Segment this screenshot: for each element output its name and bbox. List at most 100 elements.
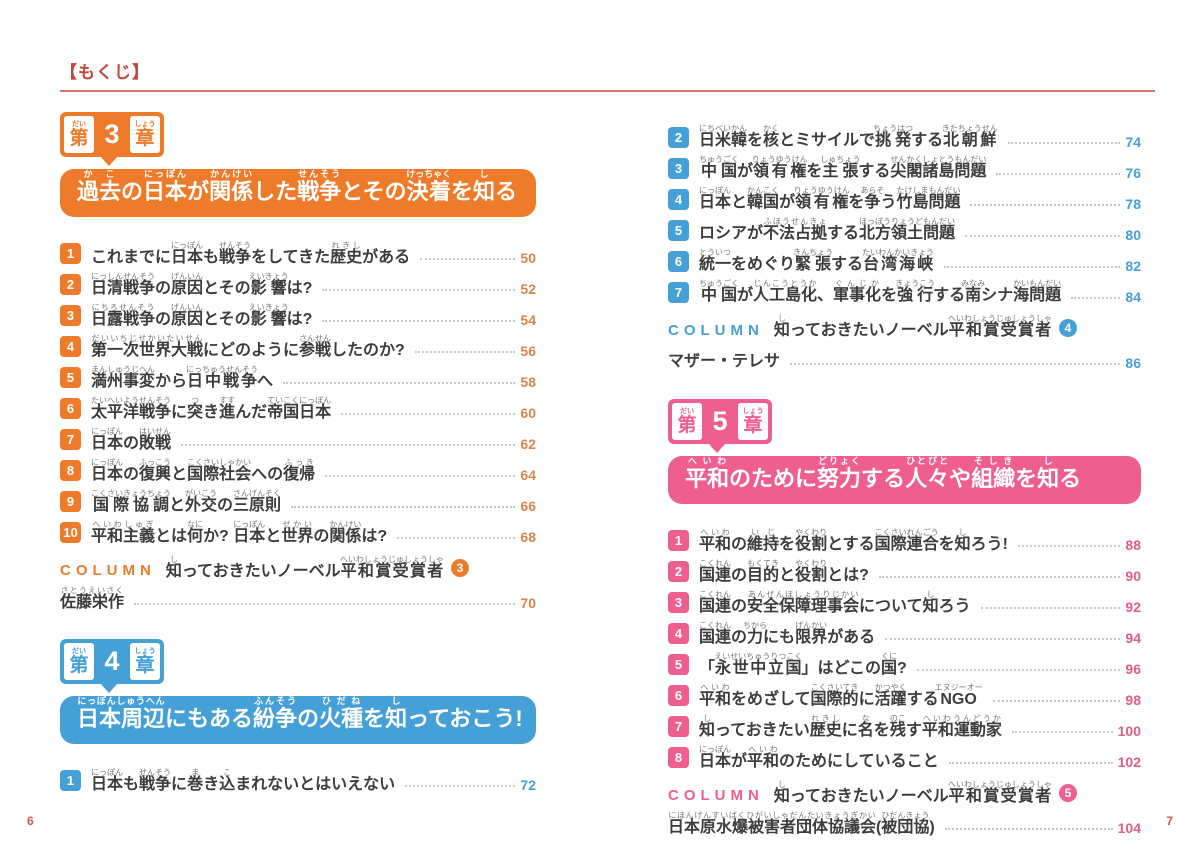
item-title: 平和主義へいわしゅぎとは何なにか? 日本にっぽんと世界せかいの関係かんけいは?: [91, 519, 388, 545]
chapter-banner-title: 日本周辺にっぽんしゅうへんにもある紛争ふんそうの火種ひだねを知しっておこう!: [60, 696, 536, 745]
item-page-number: 66: [520, 498, 536, 515]
item-page-number: 56: [520, 343, 536, 360]
chapter-number-badge: だい第 3 しょう章: [60, 112, 164, 157]
item-title: 太平洋戦争たいへいようせんそうに突つき進すすんだ帝国日本ていこくにっぽん: [91, 395, 332, 421]
dotted-leader: [322, 289, 516, 292]
chapter-number: 4: [104, 646, 120, 677]
item-number-badge: 10: [60, 522, 81, 544]
item-title: 国際協調こくさいきょうちょうと外交がいこうの三原則さんげんそく: [91, 488, 282, 514]
dotted-leader: [885, 638, 1121, 641]
item-page-number: 78: [1125, 196, 1141, 212]
column-number-badge: 3: [450, 559, 469, 578]
chapter-number-badge: だい第 4 しょう章: [60, 639, 164, 685]
chapter-prefix-kanji: 第: [677, 415, 697, 436]
column-label: COLUMN: [60, 562, 156, 580]
toc-item-list: 1 平和へいわの維持いじを役割やくわりとする国際連合こくさいれんごうを知しろう! 8…: [668, 522, 1141, 770]
item-number-badge: 3: [60, 305, 81, 327]
item-title: 国連こくれんの目的もくてきと役割やくわりとは?: [699, 558, 869, 584]
item-page-number: 88: [1125, 537, 1141, 554]
chapter-section: だい第 5 しょう章平和へいわのために努力どりょくする人々ひとびとや組織そしきを知し…: [668, 399, 1141, 505]
item-number-badge: 5: [668, 220, 689, 241]
chapter-suffix-kanji: 章: [135, 128, 155, 149]
dotted-leader: [944, 266, 1121, 268]
header-rule: [60, 90, 1155, 92]
toc-header: 【もくじ】: [60, 63, 150, 82]
toc-item: 3 日露戦争にちろせんそうの原因げんいんとその影響えいきょうは? 54: [60, 297, 536, 328]
chapter-suffix-ruby: しょう: [742, 408, 764, 415]
item-page-number: 64: [520, 467, 536, 484]
chapter-banner-title: 平和へいわのために努力どりょくする人々ひとびとや組織そしきを知しる: [668, 456, 1141, 505]
column-entry: マザー・テレサ 86: [668, 340, 1141, 371]
toc-item-list: 1 これまでに日本にっぽんも戦争せんそうをしてきた歴史れきしがある 50 2 日清戦争に…: [60, 235, 536, 545]
item-title: 日清戦争にっしんせんそうの原因げんいんとその影響えいきょうは?: [91, 271, 313, 297]
item-title: 日本にっぽんが平和へいわのためにしていること: [699, 744, 939, 770]
badge-pointer: [708, 443, 726, 453]
toc-item: 7 中国ちゅうごくが人工島化じんこうとうか、軍事化ぐんじかを強行きょうこうする南み…: [668, 274, 1141, 305]
item-page-number: 76: [1125, 165, 1141, 181]
toc-item: 6 平和へいわをめざして国際的こくさいてきに活躍かつやくするNGOエヌジーオー 98: [668, 677, 1141, 708]
toc-item: 6 統一とういつをめぐり緊張きんちょうする台湾海峡たいわんかいきょう 82: [668, 243, 1141, 274]
item-title: 国連こくれんの力ちからにも限界げんかいがある: [699, 620, 876, 646]
dotted-leader: [790, 363, 1121, 365]
page-footer-number-right: 7: [1166, 814, 1173, 828]
chapter-suffix-ruby: しょう: [134, 648, 156, 656]
dotted-leader: [965, 235, 1121, 237]
toc-item: 5 ロシアが不法占拠ふほうせんきょする北方領土問題ほっぽうりょうどもんだい 80: [668, 212, 1141, 243]
dotted-leader: [420, 258, 516, 261]
dotted-leader: [283, 382, 516, 385]
chapter-suffix-kanji: 章: [135, 655, 155, 677]
left-page-column: だい第 3 しょう章過去かこの日本にっぽんが関係かんけいした戦争せんそうとその決着け…: [60, 112, 536, 793]
dotted-leader: [1071, 297, 1121, 299]
item-page-number: 54: [520, 312, 536, 329]
item-title: これまでに日本にっぽんも戦争せんそうをしてきた歴史れきしがある: [91, 240, 411, 266]
item-page-number: 72: [520, 777, 536, 794]
item-number-badge: 6: [60, 398, 81, 420]
badge-pointer: [100, 683, 118, 694]
item-title: 日本にっぽんの復興ふっこうと国際社会こくさいしゃかいへの復帰ふっき: [91, 457, 316, 483]
item-page-number: 92: [1125, 599, 1141, 616]
dotted-leader: [181, 444, 516, 447]
toc-item: 2 日清戦争にっしんせんそうの原因げんいんとその影響えいきょうは? 52: [60, 266, 536, 297]
toc-item: 2 国連こくれんの目的もくてきと役割やくわりとは? 90: [668, 553, 1141, 584]
item-number-badge: 8: [60, 460, 81, 482]
column-entry: 日本原水爆被害者団体協議会にほんげんすいばくひがいしゃだんたいきょうぎかい(被団…: [668, 805, 1141, 836]
item-page-number: 98: [1125, 692, 1141, 709]
item-title: 平和へいわをめざして国際的こくさいてきに活躍かつやくするNGOエヌジーオー: [699, 682, 983, 708]
item-title: 中国ちゅうごくが領有権りょうゆうけんを主張しゅちょうする尖閣諸島問題せんかくしょ…: [699, 155, 987, 181]
toc-item: 2 日米韓にちべいかんを核かくとミサイルで挑発ちょうはつする北朝鮮きたちょうせん 7…: [668, 119, 1141, 150]
toc-item: 10 平和主義へいわしゅぎとは何なにか? 日本にっぽんと世界せかいの関係かんけいは…: [60, 514, 536, 545]
column-entry-title: 日本原水爆被害者団体協議会にほんげんすいばくひがいしゃだんたいきょうぎかい(被団…: [668, 810, 935, 836]
dotted-leader: [405, 785, 516, 788]
dotted-leader: [322, 320, 516, 323]
item-page-number: 96: [1125, 661, 1141, 678]
item-page-number: 68: [520, 529, 536, 546]
item-title: 日米韓にちべいかんを核かくとミサイルで挑発ちょうはつする北朝鮮きたちょうせん: [699, 124, 998, 150]
chapter-number-badge: だい第 5 しょう章: [668, 399, 772, 444]
item-title: 日本にっぽんも戦争せんそうに巻まき込こまれないとはいえない: [91, 767, 396, 793]
toc-item: 1 これまでに日本にっぽんも戦争せんそうをしてきた歴史れきしがある 50: [60, 235, 536, 266]
dotted-leader: [948, 762, 1113, 765]
item-number-badge: 7: [60, 429, 81, 451]
toc-item: 5 「永世中立国えいせいちゅうりつこく」はどこの国くに? 96: [668, 646, 1141, 677]
item-number-badge: 8: [668, 747, 689, 769]
toc-item: 9 国際協調こくさいきょうちょうと外交がいこうの三原則さんげんそく 66: [60, 483, 536, 514]
chapter-section: だい第 4 しょう章日本周辺にっぽんしゅうへんにもある紛争ふんそうの火種ひだねを知し…: [60, 639, 536, 745]
chapter-prefix-kanji: 第: [69, 655, 89, 677]
chapter-prefix-ruby: だい: [72, 648, 86, 656]
dotted-leader: [970, 204, 1121, 206]
column-title: 知しっておきたいノーベル平和賞受賞者へいわしょうじゅしょうしゃ: [773, 779, 1052, 805]
column-label: COLUMN: [668, 787, 764, 805]
item-title: 第一次世界大戦だいいちじせかいたいせんにどのように参戦さんせんしたのか?: [91, 333, 405, 359]
column-entry-title: マザー・テレサ: [668, 353, 781, 371]
dotted-leader: [397, 537, 516, 540]
item-number-badge: 6: [668, 685, 689, 707]
column-entry-page-number: 104: [1117, 820, 1141, 837]
dotted-leader: [996, 173, 1121, 175]
item-page-number: 74: [1125, 134, 1141, 150]
badge-pointer: [100, 156, 118, 166]
item-page-number: 60: [520, 405, 536, 422]
toc-item: 8 日本にっぽんの復興ふっこうと国際社会こくさいしゃかいへの復帰ふっき 64: [60, 452, 536, 483]
page-footer-number-left: 6: [27, 814, 34, 828]
dotted-leader: [878, 576, 1121, 579]
column-note: COLUMN 知しっておきたいノーベル平和賞受賞者へいわしょうじゅしょうしゃ 3: [60, 549, 536, 580]
